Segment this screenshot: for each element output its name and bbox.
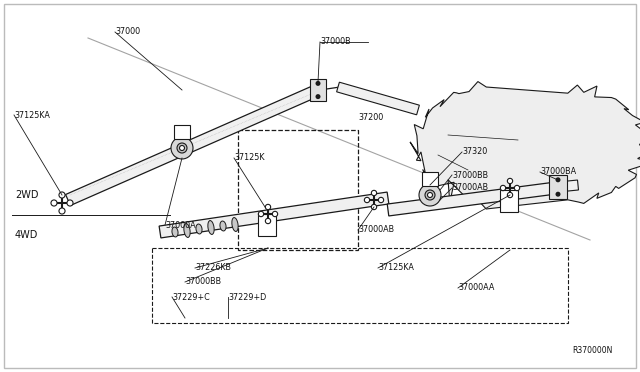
Circle shape [556, 177, 561, 182]
Text: 37000BB: 37000BB [185, 278, 221, 286]
Circle shape [67, 200, 73, 206]
Polygon shape [410, 81, 640, 209]
Polygon shape [387, 182, 557, 216]
Ellipse shape [184, 224, 190, 237]
Text: 37200: 37200 [358, 113, 383, 122]
Bar [174, 125, 190, 139]
Circle shape [515, 185, 520, 191]
Circle shape [266, 218, 271, 224]
Text: 37000BB: 37000BB [452, 170, 488, 180]
Circle shape [364, 197, 370, 203]
Ellipse shape [196, 224, 202, 234]
Text: 37000AB: 37000AB [452, 183, 488, 192]
Circle shape [59, 208, 65, 214]
Circle shape [316, 81, 321, 86]
Circle shape [316, 94, 321, 99]
Polygon shape [557, 180, 579, 192]
Circle shape [51, 200, 57, 206]
Polygon shape [65, 84, 321, 205]
Text: 4WD: 4WD [15, 230, 38, 240]
Circle shape [259, 211, 264, 217]
Circle shape [273, 211, 278, 217]
Text: 37000AA: 37000AA [458, 283, 494, 292]
Ellipse shape [208, 221, 214, 234]
Text: 37000B: 37000B [320, 38, 351, 46]
Circle shape [171, 137, 193, 159]
Circle shape [371, 204, 377, 210]
Text: 37125KA: 37125KA [14, 110, 50, 119]
Bar [500, 190, 518, 212]
Circle shape [378, 197, 383, 203]
Text: 37125KA: 37125KA [378, 263, 414, 273]
Circle shape [425, 190, 435, 200]
Text: 37229+C: 37229+C [172, 292, 210, 301]
Circle shape [500, 185, 506, 191]
Circle shape [556, 192, 561, 197]
Circle shape [179, 145, 184, 151]
Circle shape [419, 184, 441, 206]
Text: 37226KB: 37226KB [195, 263, 231, 273]
Text: 37320: 37320 [462, 148, 487, 157]
Bar [422, 172, 438, 186]
Ellipse shape [232, 218, 238, 231]
Bar [152, 248, 568, 323]
Text: 37000AB: 37000AB [358, 225, 394, 234]
Ellipse shape [220, 221, 226, 231]
Circle shape [177, 143, 187, 153]
Text: 37125K: 37125K [234, 154, 264, 163]
Circle shape [508, 192, 513, 198]
Text: 37229+D: 37229+D [228, 292, 266, 301]
Text: 2WD: 2WD [15, 190, 38, 200]
Circle shape [371, 190, 377, 196]
Bar [258, 214, 276, 236]
Text: R370000N: R370000N [572, 346, 612, 355]
Text: 37000A: 37000A [165, 221, 196, 230]
Polygon shape [159, 192, 389, 238]
Polygon shape [337, 82, 419, 115]
Ellipse shape [172, 227, 178, 237]
Bar [549, 175, 567, 199]
Text: 37000BA: 37000BA [540, 167, 576, 176]
Circle shape [266, 204, 271, 210]
Circle shape [508, 178, 513, 184]
Circle shape [428, 192, 433, 198]
Text: 37000: 37000 [115, 28, 140, 36]
Bar [238, 130, 358, 250]
Bar [310, 79, 326, 101]
Circle shape [59, 192, 65, 198]
